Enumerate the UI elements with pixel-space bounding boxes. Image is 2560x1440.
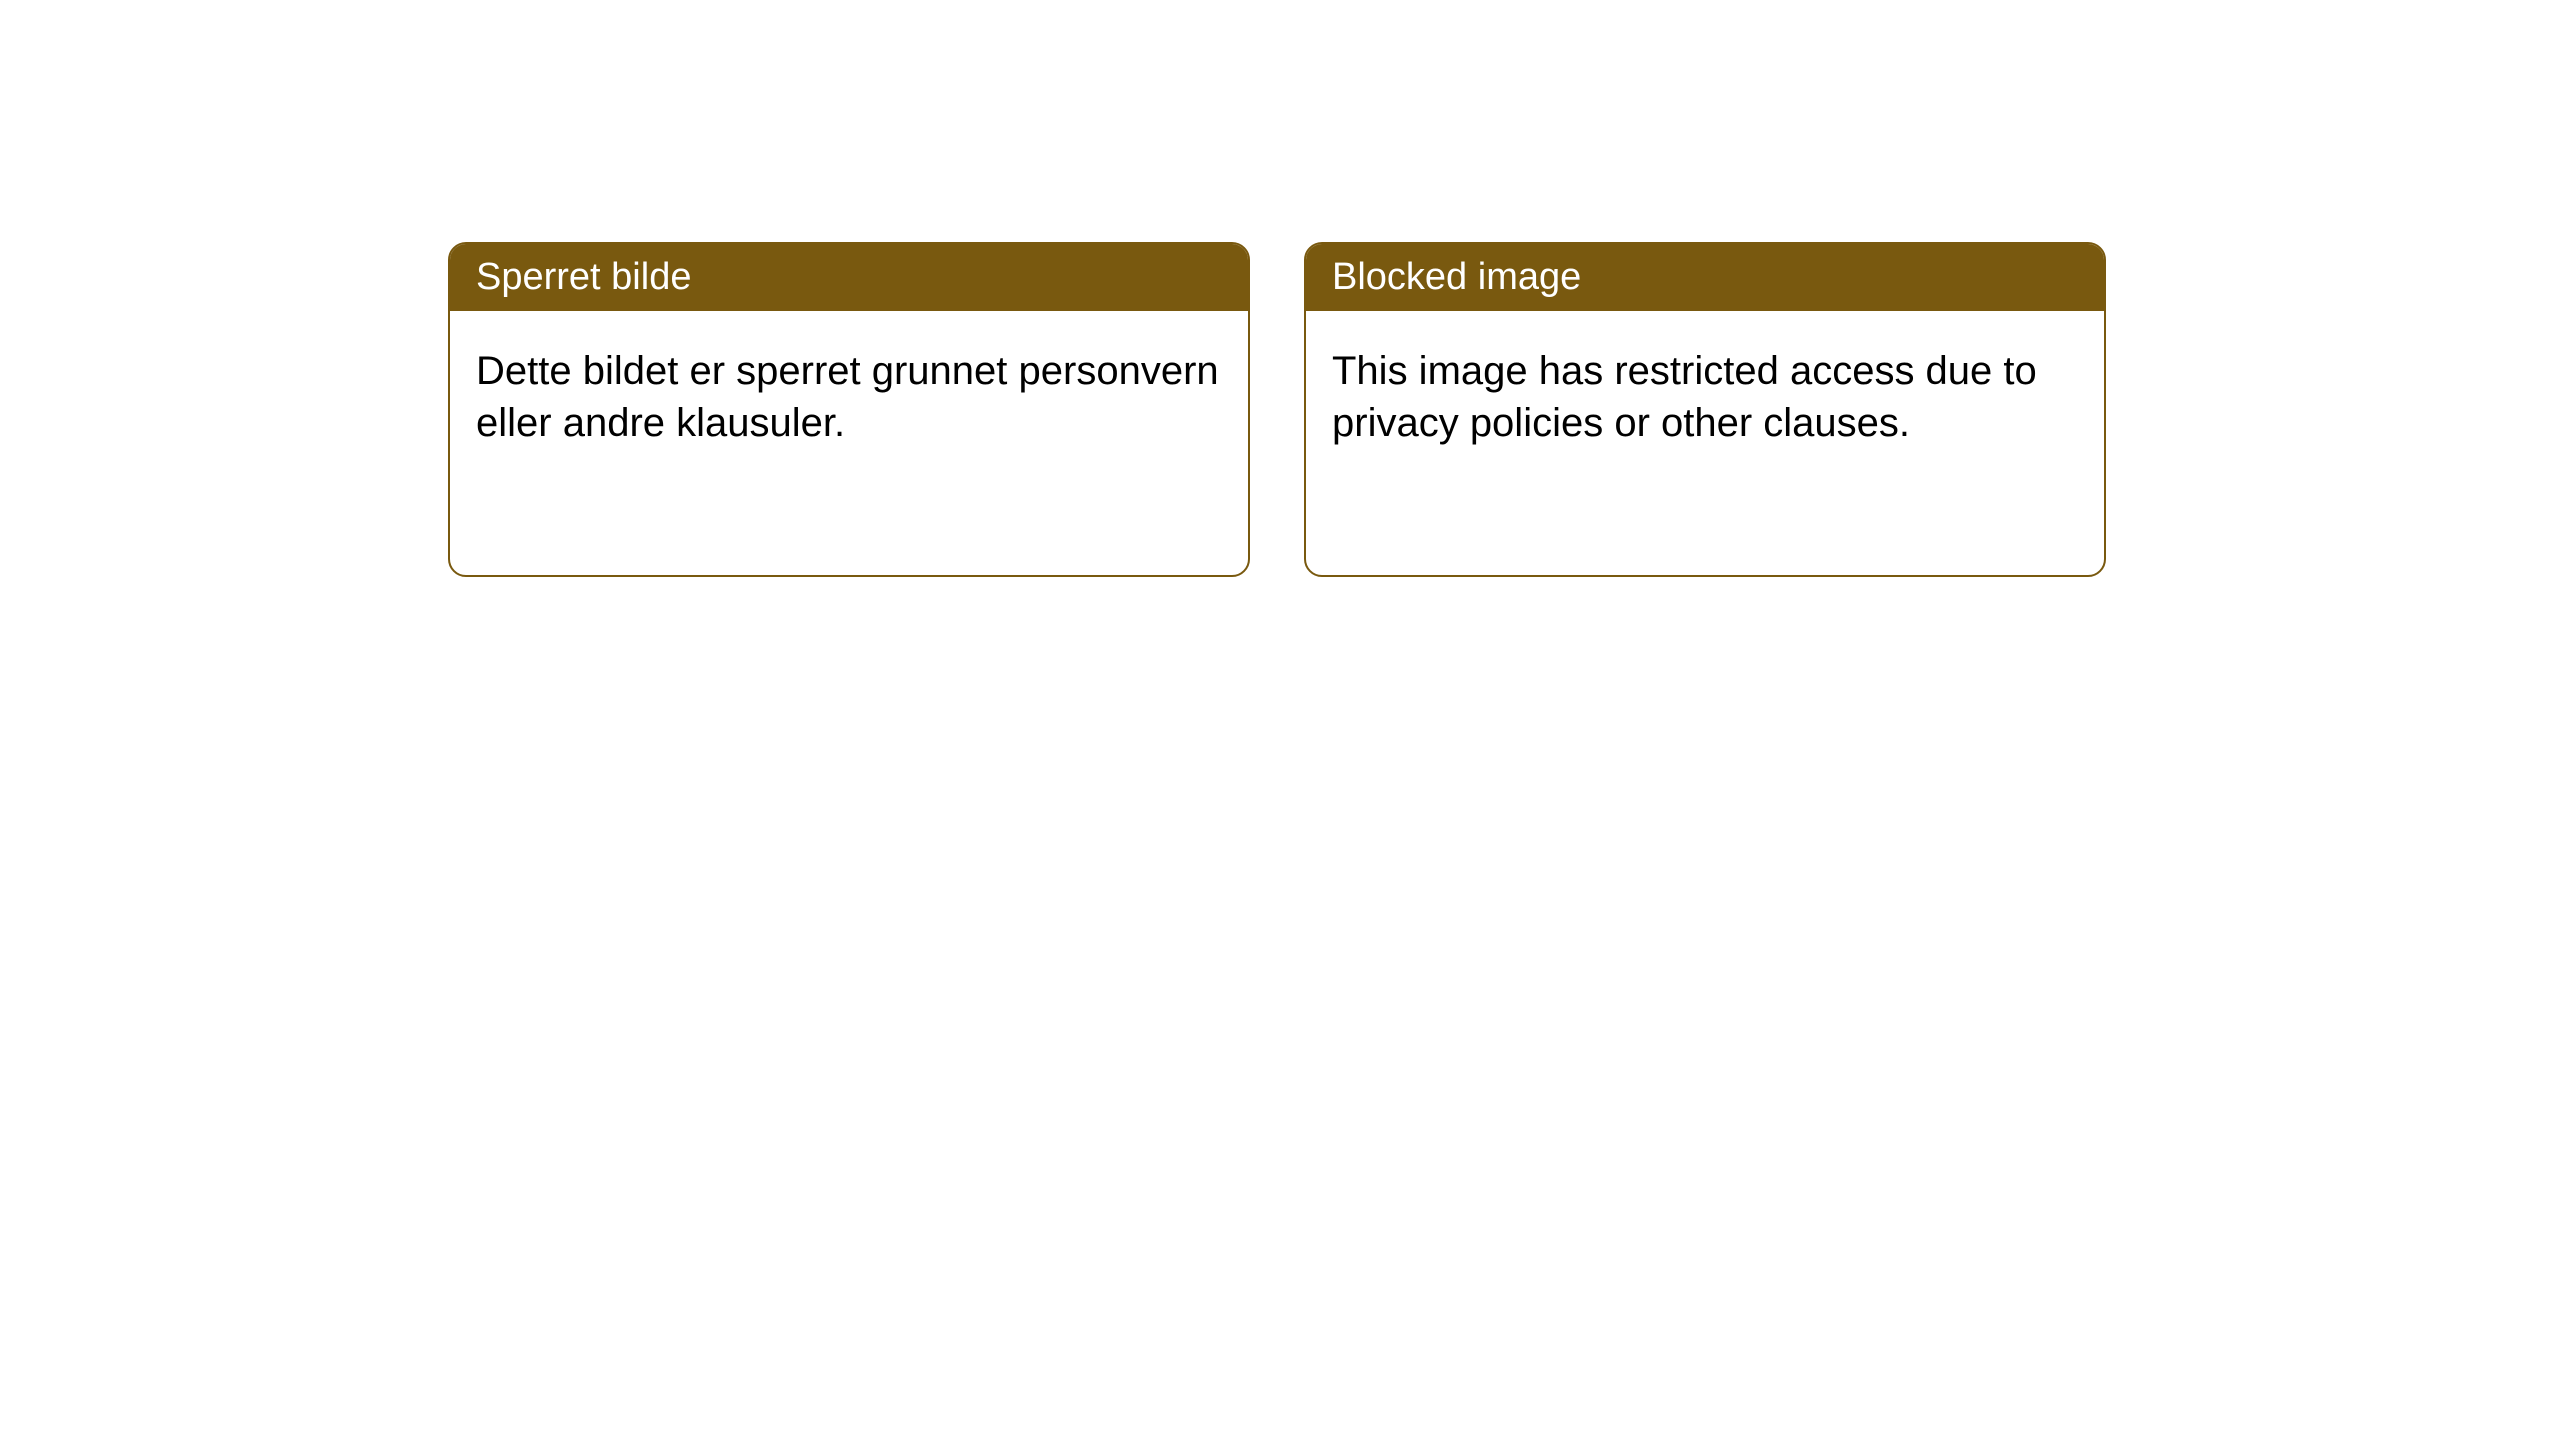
notice-header-english: Blocked image	[1306, 244, 2104, 311]
notice-body-english: This image has restricted access due to …	[1306, 311, 2104, 483]
notice-card-norwegian: Sperret bilde Dette bildet er sperret gr…	[448, 242, 1250, 577]
notice-card-english: Blocked image This image has restricted …	[1304, 242, 2106, 577]
notice-body-norwegian: Dette bildet er sperret grunnet personve…	[450, 311, 1248, 483]
notice-container: Sperret bilde Dette bildet er sperret gr…	[0, 0, 2560, 577]
notice-header-norwegian: Sperret bilde	[450, 244, 1248, 311]
